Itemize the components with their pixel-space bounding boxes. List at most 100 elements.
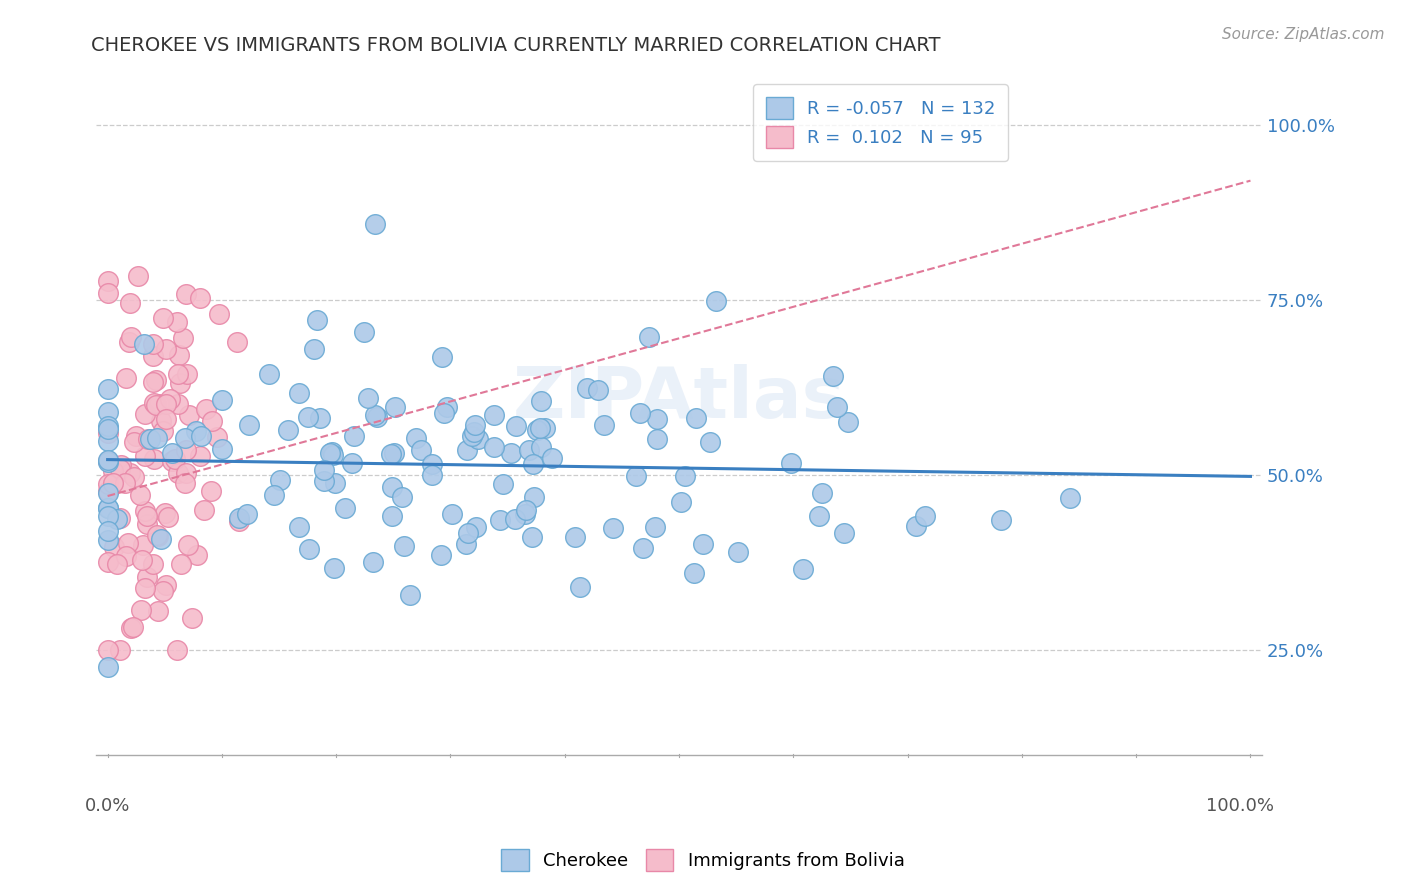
Point bbox=[399, 588, 422, 602]
Point bbox=[323, 475, 346, 490]
Point bbox=[792, 562, 814, 576]
Point bbox=[97, 477, 120, 491]
Point bbox=[463, 425, 485, 440]
Point bbox=[263, 488, 285, 502]
Point bbox=[505, 419, 527, 434]
Point bbox=[169, 557, 191, 571]
Point bbox=[143, 396, 166, 410]
Text: ZIPAtlas: ZIPAtlas bbox=[513, 364, 845, 433]
Point bbox=[105, 512, 128, 526]
Point bbox=[298, 542, 321, 557]
Point bbox=[534, 421, 557, 435]
Point bbox=[575, 381, 598, 395]
Point bbox=[211, 442, 233, 456]
Point bbox=[1059, 491, 1081, 505]
Point bbox=[704, 293, 727, 308]
Point bbox=[124, 470, 146, 484]
Point bbox=[837, 416, 859, 430]
Point bbox=[685, 410, 707, 425]
Point bbox=[97, 555, 120, 569]
Point bbox=[146, 604, 169, 618]
Point bbox=[990, 513, 1012, 527]
Point bbox=[522, 457, 544, 471]
Point bbox=[228, 515, 250, 529]
Point bbox=[155, 578, 177, 592]
Point bbox=[205, 430, 228, 444]
Point bbox=[97, 500, 120, 515]
Point bbox=[142, 452, 165, 467]
Point bbox=[201, 414, 224, 428]
Point bbox=[174, 442, 197, 457]
Point bbox=[683, 566, 706, 580]
Point bbox=[122, 620, 145, 634]
Point bbox=[484, 408, 506, 422]
Point bbox=[122, 434, 145, 449]
Point bbox=[259, 367, 281, 381]
Y-axis label: Currently Married: Currently Married bbox=[0, 333, 8, 491]
Point bbox=[366, 410, 388, 425]
Point bbox=[152, 311, 174, 326]
Point bbox=[380, 446, 402, 460]
Point bbox=[513, 507, 536, 521]
Point bbox=[97, 285, 120, 300]
Point bbox=[117, 535, 139, 549]
Point bbox=[165, 451, 187, 466]
Point bbox=[150, 532, 173, 546]
Point bbox=[482, 440, 505, 454]
Point bbox=[167, 397, 190, 411]
Point bbox=[529, 421, 551, 435]
Point bbox=[391, 490, 413, 504]
Text: Source: ZipAtlas.com: Source: ZipAtlas.com bbox=[1222, 27, 1385, 42]
Point bbox=[382, 445, 405, 459]
Point bbox=[454, 537, 477, 551]
Point bbox=[120, 330, 142, 344]
Point bbox=[464, 520, 486, 534]
Point bbox=[323, 560, 346, 574]
Point bbox=[340, 456, 363, 470]
Point bbox=[152, 424, 174, 438]
Point bbox=[136, 516, 159, 531]
Point bbox=[174, 476, 197, 491]
Point bbox=[103, 540, 125, 554]
Point bbox=[97, 419, 120, 434]
Point bbox=[153, 506, 176, 520]
Point bbox=[780, 456, 803, 470]
Point bbox=[530, 394, 553, 409]
Point bbox=[586, 384, 609, 398]
Point bbox=[118, 334, 141, 349]
Point bbox=[314, 474, 336, 488]
Point bbox=[269, 473, 291, 487]
Point bbox=[118, 466, 141, 480]
Point bbox=[176, 538, 198, 552]
Point bbox=[162, 446, 184, 460]
Point bbox=[343, 429, 366, 443]
Point bbox=[134, 450, 156, 464]
Point bbox=[146, 528, 169, 542]
Point bbox=[166, 643, 188, 657]
Point bbox=[103, 475, 125, 490]
Point bbox=[823, 368, 845, 383]
Point bbox=[120, 622, 142, 636]
Point bbox=[361, 555, 384, 569]
Point bbox=[541, 450, 564, 465]
Text: 0.0%: 0.0% bbox=[84, 797, 129, 814]
Point bbox=[142, 337, 165, 351]
Point bbox=[811, 486, 834, 500]
Point bbox=[467, 432, 489, 446]
Point bbox=[97, 434, 120, 449]
Point bbox=[97, 484, 120, 499]
Point bbox=[174, 287, 197, 301]
Point bbox=[145, 398, 167, 412]
Point bbox=[461, 429, 484, 443]
Point bbox=[381, 480, 404, 494]
Point bbox=[411, 443, 433, 458]
Point bbox=[430, 548, 453, 562]
Point bbox=[464, 418, 486, 433]
Point bbox=[489, 513, 512, 527]
Legend: Cherokee, Immigrants from Bolivia: Cherokee, Immigrants from Bolivia bbox=[495, 842, 911, 879]
Point bbox=[807, 509, 830, 524]
Point bbox=[440, 507, 463, 521]
Point bbox=[142, 375, 165, 389]
Point bbox=[114, 549, 136, 563]
Point bbox=[129, 603, 152, 617]
